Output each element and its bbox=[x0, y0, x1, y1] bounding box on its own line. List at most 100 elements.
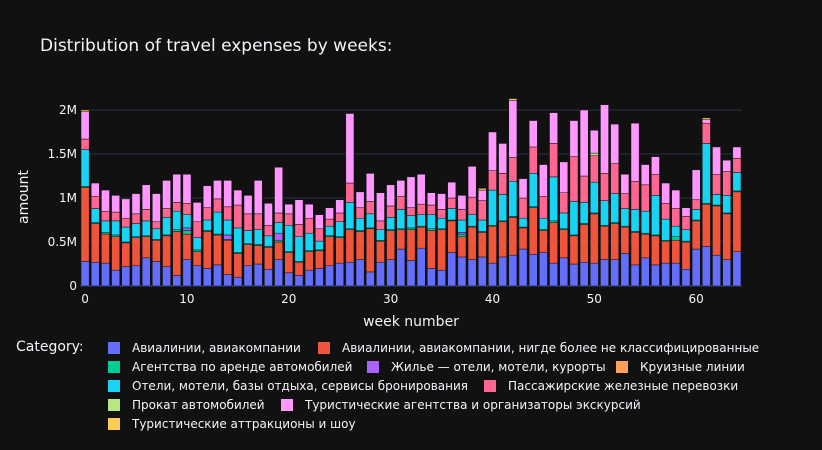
bar-segment bbox=[671, 189, 681, 209]
bar-segment bbox=[702, 117, 711, 120]
bar-segment bbox=[508, 98, 518, 101]
bar-segment bbox=[406, 260, 416, 287]
bar-segment bbox=[691, 248, 701, 287]
bar-segment bbox=[335, 221, 345, 237]
bar-segment bbox=[376, 220, 385, 230]
bar-segment bbox=[549, 176, 558, 222]
legend-label: Туристические агентства и организаторы э… bbox=[304, 398, 641, 412]
bar-segment bbox=[518, 197, 528, 219]
bar-segment bbox=[325, 218, 334, 227]
y-tick-label: 0 bbox=[69, 279, 77, 293]
bar-segment bbox=[589, 152, 599, 157]
bar-segment bbox=[182, 230, 192, 235]
bar-segment bbox=[386, 259, 395, 287]
bar-segment bbox=[141, 236, 151, 259]
bar-segment bbox=[172, 229, 182, 232]
bar-segment bbox=[447, 197, 457, 209]
bar-segment bbox=[539, 230, 548, 253]
bar-segment bbox=[651, 173, 660, 196]
bar-segment bbox=[467, 196, 477, 215]
bar-segment bbox=[131, 265, 141, 287]
bar-segment bbox=[457, 233, 467, 237]
bar-segment bbox=[488, 189, 497, 226]
bar-segment bbox=[447, 220, 457, 253]
x-tick-label: 0 bbox=[81, 292, 89, 306]
bar-segment bbox=[712, 205, 721, 256]
legend-label: Круизные линии bbox=[640, 360, 745, 374]
legend-label: Авиалинии, авиакомпании bbox=[132, 341, 301, 355]
bar-segment bbox=[600, 104, 609, 174]
bar-segment bbox=[376, 261, 385, 287]
bar-segment bbox=[396, 248, 406, 287]
bar-segment bbox=[355, 191, 365, 208]
bar-segment bbox=[111, 236, 120, 271]
bar-segment bbox=[172, 275, 182, 287]
bar-segment bbox=[722, 213, 732, 260]
bar-segment bbox=[691, 209, 701, 221]
bar-segment bbox=[284, 203, 294, 215]
bar-segment bbox=[457, 209, 467, 221]
bar-segment bbox=[427, 228, 436, 231]
bar-segment bbox=[559, 161, 569, 193]
bar-segment bbox=[386, 217, 395, 230]
bar-segment bbox=[202, 207, 212, 221]
bar-segment bbox=[712, 146, 721, 175]
bar-segment bbox=[477, 200, 487, 221]
bar-segment bbox=[528, 207, 538, 255]
bar-segment bbox=[233, 227, 243, 253]
bar-segment bbox=[223, 274, 233, 287]
bar-segment bbox=[600, 259, 609, 287]
bar-segment bbox=[365, 228, 375, 273]
bar-segment bbox=[630, 264, 640, 287]
y-tick-label: 2M bbox=[59, 103, 77, 117]
bar-segment bbox=[498, 194, 507, 222]
bar-segment bbox=[111, 269, 120, 287]
bar-segment bbox=[284, 252, 294, 274]
bar-segment bbox=[335, 212, 345, 223]
bar-segment bbox=[457, 232, 467, 235]
x-tick-label: 10 bbox=[179, 292, 194, 306]
bar-segment bbox=[202, 219, 212, 231]
bar-segment bbox=[416, 203, 426, 215]
bar-segment bbox=[651, 156, 660, 175]
bar-segment bbox=[253, 245, 263, 265]
bar-segment bbox=[101, 210, 110, 222]
bar-segment bbox=[345, 261, 355, 287]
bar-segment bbox=[325, 225, 334, 237]
bar-segment bbox=[274, 241, 283, 260]
bar-segment bbox=[304, 232, 314, 252]
bar-segment bbox=[702, 143, 711, 204]
bar-segment bbox=[274, 166, 283, 214]
bar-segment bbox=[101, 189, 110, 212]
bar-segment bbox=[732, 158, 742, 173]
bar-segment bbox=[274, 232, 283, 241]
bar-segment bbox=[80, 187, 90, 262]
bar-segment bbox=[243, 195, 253, 215]
bar-segment bbox=[376, 240, 385, 263]
chart-title: Distribution of travel expenses by weeks… bbox=[40, 36, 392, 56]
bar-segment bbox=[579, 109, 589, 177]
bar-segment bbox=[101, 232, 110, 235]
bar-segment bbox=[702, 246, 711, 287]
bar-segment bbox=[182, 233, 192, 260]
bar-segment bbox=[131, 237, 141, 267]
bar-segment bbox=[600, 200, 609, 226]
legend-swatch bbox=[318, 342, 330, 354]
bar-segment bbox=[640, 164, 650, 186]
bar-segment bbox=[610, 259, 620, 287]
bar-segment bbox=[640, 257, 650, 287]
bar-segment bbox=[315, 250, 324, 269]
legend-label: Туристические аттракционы и шоу bbox=[131, 417, 356, 431]
bar-segment bbox=[437, 229, 446, 271]
x-tick-label: 60 bbox=[689, 292, 704, 306]
bar-segment bbox=[182, 214, 192, 229]
x-tick-label: 30 bbox=[383, 292, 398, 306]
bar-segment bbox=[579, 202, 589, 224]
bar-segment bbox=[610, 223, 620, 260]
bar-segment bbox=[691, 169, 701, 201]
bar-segment bbox=[233, 189, 243, 206]
bar-segment bbox=[335, 199, 345, 214]
bar-segment bbox=[396, 180, 406, 197]
bar-segment bbox=[213, 234, 222, 266]
